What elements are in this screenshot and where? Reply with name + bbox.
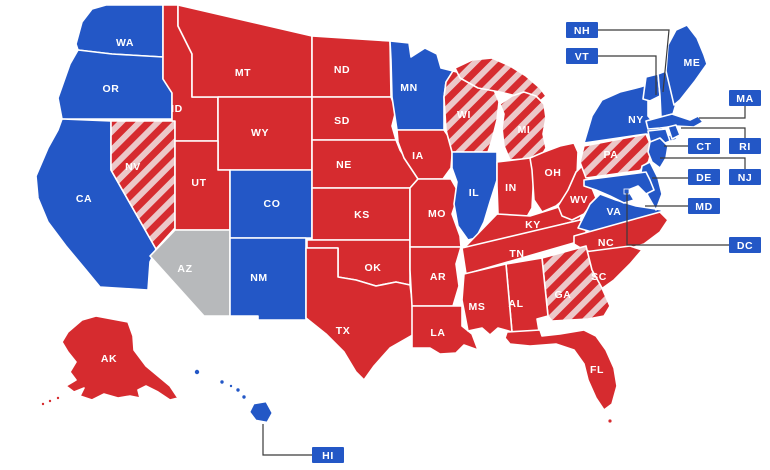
callout-connectors [262,29,746,456]
state-ND[interactable] [311,35,392,98]
callout-DE-box[interactable] [688,169,720,185]
connector-DC [626,193,729,246]
callout-boxes: NH VT MA CT RI DE NJ MD [312,22,761,463]
callout-CT[interactable]: CT [688,138,720,154]
callout-MA-label: MA [736,93,754,105]
states-layer [35,4,708,424]
callout-NJ-box[interactable] [729,169,761,185]
callout-CT-label: CT [696,141,711,153]
callout-CT-box[interactable] [688,138,720,154]
callout-MA[interactable]: MA [729,90,761,106]
state-MN[interactable] [389,40,454,131]
state-NM[interactable] [229,237,307,321]
state-HI-island[interactable] [228,383,233,388]
state-MO[interactable] [409,178,462,248]
state-HI-big-island[interactable] [249,401,273,423]
callout-NH-box[interactable] [566,22,598,38]
callout-VT-box[interactable] [566,48,598,64]
connector-NJ [660,157,746,169]
state-MS[interactable] [461,263,513,336]
state-HI-island[interactable] [241,394,247,400]
connector-HI [262,424,312,456]
state-OR[interactable] [57,49,173,120]
callout-HI-label: HI [322,450,334,462]
callout-NH-label: NH [574,25,590,37]
state-VT[interactable] [642,73,661,102]
state-NV[interactable] [110,120,176,250]
state-FL[interactable] [504,329,618,411]
state-GA[interactable] [541,245,611,322]
connector-RI [681,127,746,138]
callout-DE-label: DE [696,172,712,184]
callout-NJ-label: NJ [738,172,753,184]
state-HI-island[interactable] [219,379,225,385]
callout-HI-box[interactable] [312,447,344,463]
connector-NH [598,29,670,93]
state-AR[interactable] [409,246,462,307]
state-ME[interactable] [665,24,708,106]
state-AL[interactable] [505,257,549,333]
callout-VT[interactable]: VT [566,48,598,64]
state-WY[interactable] [217,96,313,171]
state-WA[interactable] [75,4,164,58]
callout-NJ[interactable]: NJ [729,169,761,185]
state-KS[interactable] [311,187,411,241]
state-SD[interactable] [311,96,397,141]
callout-RI[interactable]: RI [729,138,761,154]
state-IN[interactable] [496,157,535,223]
callout-MA-box[interactable] [729,90,761,106]
connector-MA [699,106,746,119]
state-HI-island[interactable] [193,368,200,375]
state-HI-island[interactable] [235,387,241,393]
callout-DC[interactable]: DC [729,237,761,253]
state-NJ[interactable] [647,137,669,169]
callout-HI[interactable]: HI [312,447,344,463]
state-MA[interactable] [645,113,704,130]
state-FL-keys[interactable] [607,418,613,424]
callout-DC-label: DC [737,240,753,252]
callout-NH[interactable]: NH [566,22,598,38]
callout-VT-label: VT [575,51,590,63]
callout-MD-label: MD [695,201,713,213]
connector-VT [598,55,657,95]
callout-RI-label: RI [739,141,751,153]
callout-DC-box[interactable] [729,237,761,253]
state-MI[interactable] [499,91,547,161]
state-AK-aleutians[interactable] [48,398,53,403]
state-AK-aleutians[interactable] [41,401,46,406]
state-MT[interactable] [177,4,313,98]
state-AZ[interactable] [149,229,231,317]
state-AK-aleutians[interactable] [56,395,61,400]
callout-MD-box[interactable] [688,198,720,214]
callout-RI-box[interactable] [729,138,761,154]
state-CO[interactable] [229,169,313,239]
state-LA[interactable] [411,305,479,355]
callout-MD[interactable]: MD [688,198,720,214]
callout-DE[interactable]: DE [688,169,720,185]
state-RI[interactable] [667,124,681,140]
state-AK[interactable] [61,315,179,401]
